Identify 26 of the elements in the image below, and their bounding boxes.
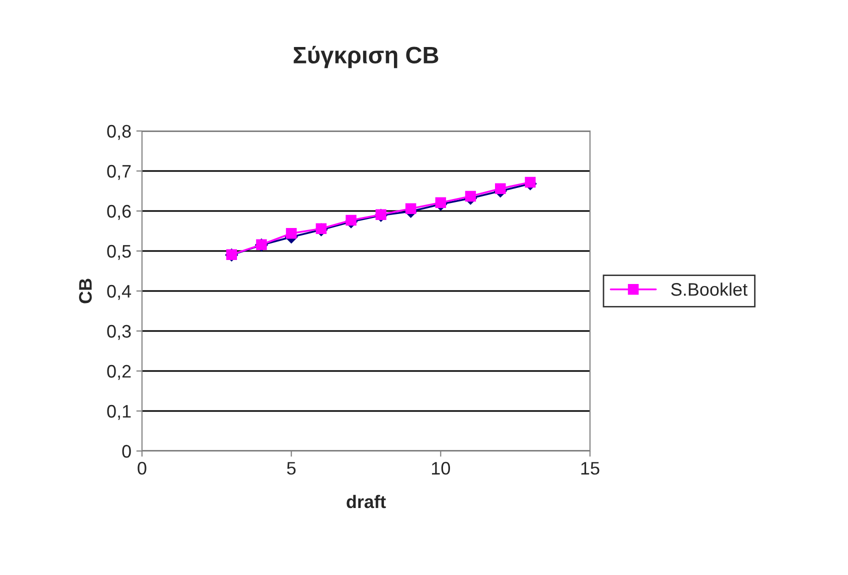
legend-label: S.Booklet — [671, 282, 748, 296]
point — [405, 203, 416, 214]
point — [286, 228, 297, 239]
y-tick-label: 0,6 — [107, 204, 131, 220]
y-tick-label: 0,7 — [107, 164, 131, 180]
point — [524, 176, 536, 188]
x-tick-label: 5 — [287, 462, 296, 475]
y-tick-label: 0,4 — [107, 284, 132, 300]
x-tick-label: 15 — [581, 462, 600, 475]
point — [316, 223, 327, 234]
y-tick-label: 0 — [122, 444, 131, 458]
y-tick-label: 0,2 — [107, 364, 131, 380]
point — [465, 190, 476, 202]
y-tick-label: 0,8 — [107, 124, 131, 140]
y-tick-label: 0,5 — [107, 244, 131, 260]
point — [435, 197, 446, 208]
y-axis-title: CB — [79, 278, 92, 304]
x-axis-title: draft — [346, 494, 386, 508]
point — [495, 183, 506, 194]
x-tick-label: 10 — [432, 462, 450, 475]
point — [346, 214, 356, 226]
point — [376, 209, 386, 220]
x-tick-label: 0 — [138, 462, 146, 475]
y-tick-label: 0,3 — [107, 324, 131, 340]
y-tick-label: 0,1 — [107, 404, 131, 420]
chart-title: Σύγκριση CB — [294, 46, 438, 68]
